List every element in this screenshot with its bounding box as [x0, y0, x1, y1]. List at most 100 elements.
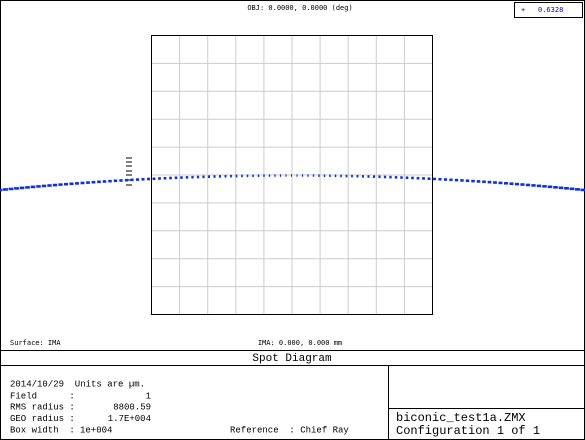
- spot: [575, 188, 580, 191]
- spot: [241, 174, 243, 178]
- spot: [427, 177, 431, 180]
- spot: [86, 181, 90, 184]
- spot: [531, 184, 536, 187]
- spot: [152, 177, 156, 181]
- spot: [329, 174, 331, 178]
- spot: [185, 176, 189, 179]
- info-label: GEO radius :: [10, 414, 75, 424]
- spot: [389, 175, 392, 179]
- spot: [147, 177, 150, 181]
- spot: [318, 174, 320, 177]
- legend-box: [514, 2, 583, 18]
- spot: [102, 180, 107, 183]
- image-coords: IMA: 0.000, 0.000 mm: [258, 339, 342, 347]
- spot: [224, 174, 227, 178]
- spot: [378, 175, 381, 179]
- spot: [141, 177, 145, 181]
- spot: [296, 174, 298, 177]
- info-value: 1.7E+004: [108, 414, 151, 424]
- spot: [367, 175, 370, 178]
- spot: [351, 174, 353, 178]
- spot: [219, 175, 221, 178]
- spot: [558, 186, 564, 190]
- date-units: 2014/10/29 Units are µm.: [10, 379, 145, 389]
- info-label: RMS radius :: [10, 403, 75, 413]
- spot: [454, 178, 459, 182]
- info-value: 1e+004: [80, 425, 112, 435]
- spot: [246, 174, 249, 178]
- spot: [41, 184, 47, 188]
- spot: [124, 178, 129, 182]
- configuration: Configuration 1 of 1: [396, 424, 540, 438]
- spot: [263, 174, 265, 177]
- title: Spot Diagram: [252, 353, 332, 365]
- legend-wavelength: 0.6328: [538, 6, 563, 14]
- spot: [36, 185, 41, 188]
- spot: [268, 174, 271, 177]
- info-value: 1: [146, 391, 151, 401]
- spot: [30, 185, 36, 189]
- spot: [487, 180, 492, 184]
- spot: [509, 182, 514, 185]
- spot: [80, 181, 85, 185]
- spot: [514, 182, 520, 186]
- spot: [257, 174, 260, 177]
- spot: [174, 176, 178, 180]
- spot: [405, 176, 409, 180]
- spot: [285, 174, 287, 177]
- spot: [52, 183, 58, 187]
- spot: [536, 184, 542, 188]
- spot: [422, 177, 425, 180]
- spot: [460, 179, 464, 182]
- spot: [323, 174, 326, 177]
- spot: [69, 182, 74, 186]
- spot: [542, 185, 547, 188]
- reference: Reference : Chief Ray: [230, 425, 349, 435]
- spot: [580, 188, 585, 192]
- info-rows: Field : 1 RMS radius : 8800.59 GEO radius : 1…: [10, 391, 151, 435]
- spot: [520, 183, 525, 186]
- spot: [416, 176, 420, 180]
- spot: [135, 178, 140, 181]
- spot: [334, 174, 337, 178]
- spot: [394, 176, 398, 179]
- file-name: biconic_test1a.ZMX: [396, 411, 526, 425]
- spot: [47, 184, 52, 187]
- spot: [569, 187, 575, 191]
- spot: [75, 182, 79, 185]
- spot: [207, 175, 211, 178]
- spot: [0, 188, 3, 192]
- spot: [97, 180, 101, 184]
- spot: [163, 176, 167, 180]
- spot: [482, 180, 486, 184]
- spot: [340, 174, 342, 178]
- spot: [180, 176, 183, 179]
- spot: [493, 181, 497, 184]
- spot: [230, 174, 232, 178]
- spot: [252, 174, 254, 178]
- spot: [356, 174, 359, 178]
- spot: [301, 174, 304, 177]
- object-field: OBJ: 0.0000, 0.0000 (deg): [247, 4, 352, 12]
- spot: [498, 181, 503, 185]
- spot: [113, 179, 118, 183]
- spot: [58, 183, 63, 186]
- spot-pattern: [0, 174, 585, 192]
- spot: [279, 174, 282, 177]
- spot: [169, 176, 172, 180]
- spot: [525, 183, 531, 187]
- spot: [91, 180, 96, 184]
- spot: [119, 179, 123, 182]
- spot: [191, 175, 194, 179]
- spot: [553, 186, 558, 189]
- spot: [449, 178, 453, 182]
- spot: [63, 182, 69, 186]
- spot: [213, 175, 216, 178]
- spot: [290, 174, 293, 177]
- spot: [476, 180, 481, 183]
- spot: [504, 181, 508, 185]
- legend-marker: +: [521, 6, 525, 14]
- spot: [362, 175, 364, 178]
